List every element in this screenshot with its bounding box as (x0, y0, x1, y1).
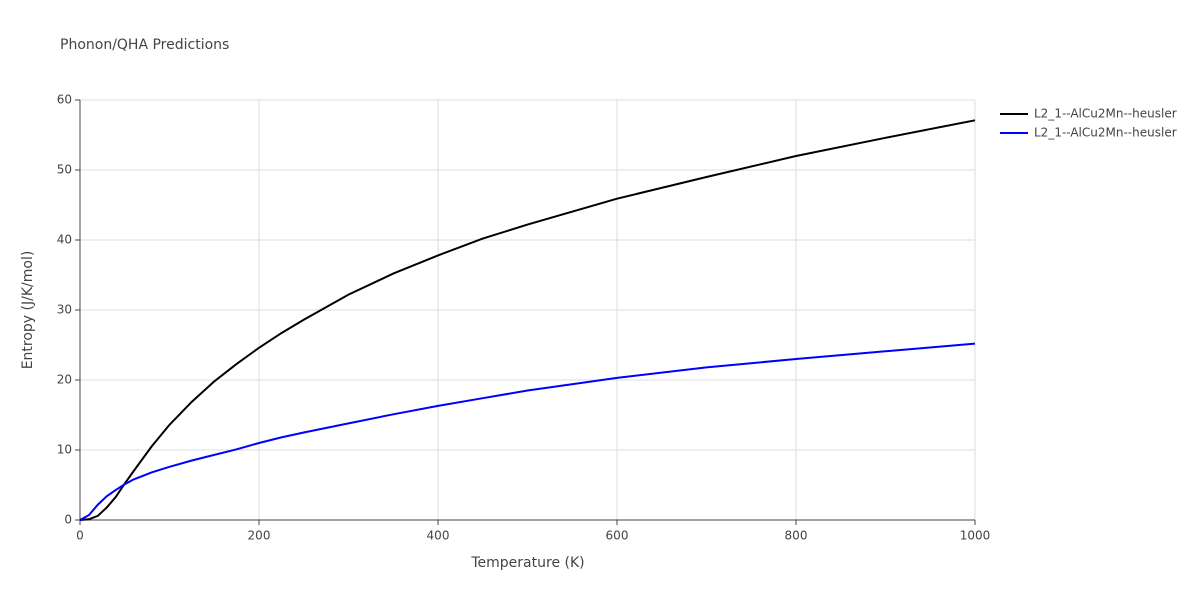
y-tick-label: 20 (57, 373, 72, 387)
x-tick-label: 400 (427, 529, 450, 543)
y-tick-label: 0 (64, 513, 72, 527)
legend-label: L2_1--AlCu2Mn--heusler (1034, 107, 1177, 121)
line-series (79, 342, 976, 521)
y-tick-label: 60 (57, 93, 72, 107)
y-tick-label: 30 (57, 303, 72, 317)
y-tick-label: 10 (57, 443, 72, 457)
x-tick-label: 0 (76, 529, 84, 543)
x-tick-label: 200 (248, 529, 271, 543)
y-tick-label: 40 (57, 233, 72, 247)
chart-title: Phonon/QHA Predictions (60, 37, 229, 53)
x-tick-label: 1000 (960, 529, 991, 543)
y-axis-label: Entropy (J/K/mol) (20, 251, 36, 370)
y-tick-label: 50 (57, 163, 72, 177)
x-axis-label: Temperature (K) (470, 555, 584, 571)
x-tick-label: 600 (606, 529, 629, 543)
x-tick-label: 800 (785, 529, 808, 543)
line-series (79, 119, 976, 521)
legend-label: L2_1--AlCu2Mn--heusler (1034, 126, 1177, 140)
